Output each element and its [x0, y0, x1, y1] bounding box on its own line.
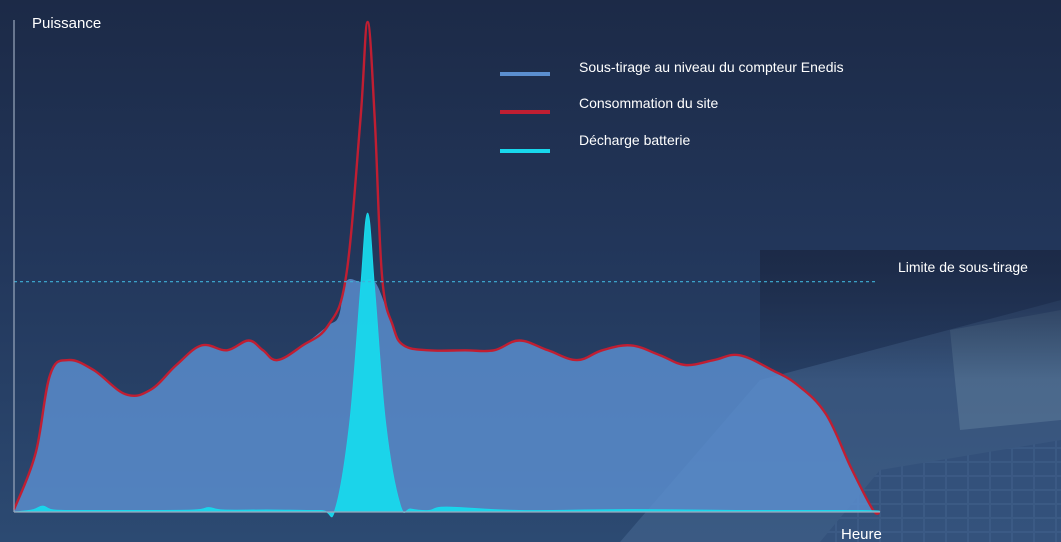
series-area-decharge — [13, 212, 881, 518]
plot-area — [12, 20, 881, 518]
legend-label-decharge: Décharge batterie — [579, 132, 691, 148]
y-axis-label: Puissance — [32, 15, 101, 32]
series-area-sous-tirage — [14, 278, 880, 514]
threshold-label: Limite de sous-tirage — [898, 259, 1028, 275]
x-axis-label: Heure — [841, 526, 882, 542]
legend-label-sous-tirage: Sous-tirage au niveau du compteur Enedis — [579, 59, 844, 75]
series-line-consommation — [12, 20, 881, 515]
legend: Sous-tirage au niveau du compteur Enedis… — [500, 59, 844, 153]
legend-label-consommation: Consommation du site — [579, 95, 719, 111]
